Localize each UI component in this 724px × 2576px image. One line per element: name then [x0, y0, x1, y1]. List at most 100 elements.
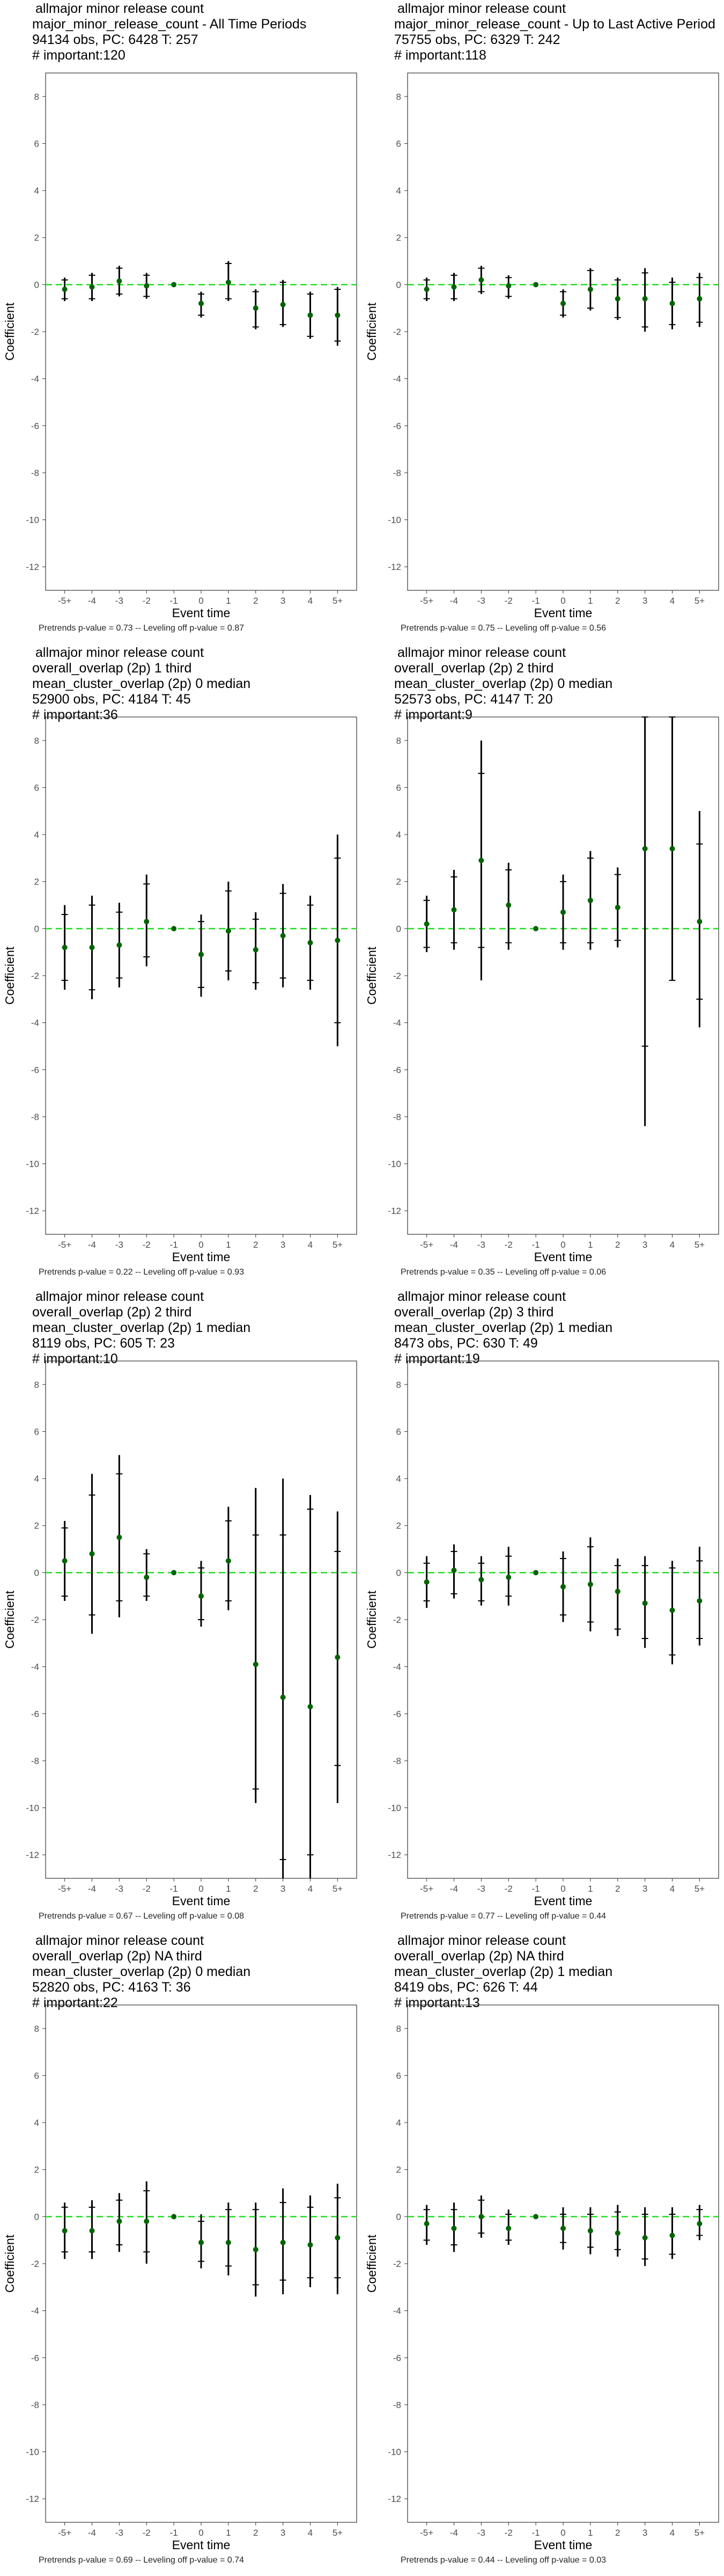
- y-tick-label: -12: [388, 1206, 401, 1216]
- coefficient-point: [478, 277, 484, 283]
- coefficient-point: [171, 282, 177, 288]
- x-tick-label: 0: [560, 596, 565, 606]
- y-tick-label: 6: [396, 782, 401, 793]
- chart-title-line: major_minor_release_count - Up to Last A…: [394, 17, 715, 32]
- x-tick-label: 2: [253, 1884, 258, 1894]
- y-tick-label: 8: [34, 1380, 39, 1390]
- y-tick-label: -12: [388, 1850, 401, 1860]
- x-tick-label: -2: [143, 1240, 151, 1250]
- coefficient-point: [533, 282, 539, 288]
- coefficient-point: [62, 945, 68, 950]
- x-tick-label: 3: [642, 1884, 647, 1894]
- y-tick-label: -4: [393, 2306, 401, 2316]
- coefficient-point: [697, 296, 703, 302]
- coefficient-point: [451, 284, 457, 290]
- y-tick-label: 6: [34, 2070, 39, 2081]
- y-tick-label: 4: [34, 186, 39, 196]
- y-tick-label: 6: [396, 138, 401, 149]
- coefficient-point: [89, 2228, 95, 2234]
- coefficient-point: [280, 933, 286, 939]
- x-axis-title: Event time: [172, 1894, 231, 1908]
- x-tick-label: -2: [505, 596, 513, 606]
- x-tick-label: -2: [143, 596, 151, 606]
- coefficient-point: [615, 296, 620, 302]
- y-tick-label: -2: [31, 971, 39, 981]
- y-tick-label: -4: [393, 1018, 401, 1028]
- y-tick-label: 0: [396, 2212, 401, 2222]
- y-tick-label: -2: [393, 1615, 401, 1625]
- chart-title-line: # important:120: [32, 48, 125, 63]
- y-tick-label: -12: [26, 1850, 39, 1860]
- chart-title-line: allmajor minor release count: [397, 1289, 566, 1304]
- y-tick-label: -4: [31, 2306, 39, 2316]
- x-tick-label: -2: [505, 1884, 513, 1894]
- coefficient-point: [506, 902, 512, 908]
- chart-title-line: # important:36: [32, 707, 118, 722]
- x-tick-label: 0: [560, 2528, 565, 2538]
- x-tick-label: -1: [532, 1884, 540, 1894]
- y-tick-label: 8: [34, 736, 39, 746]
- y-tick-label: -4: [393, 374, 401, 384]
- coefficient-point: [506, 1575, 512, 1580]
- coefficient-point: [478, 2214, 484, 2220]
- coefficient-point: [587, 2228, 593, 2234]
- chart-title: allmajor minor release count overall_over…: [32, 645, 250, 723]
- chart-panel: allmajor minor release count major_minor_…: [362, 0, 724, 644]
- x-tick-label: 2: [253, 596, 258, 606]
- coefficient-point: [335, 1655, 341, 1660]
- coefficient-point: [335, 2235, 341, 2241]
- y-tick-label: 2: [34, 877, 39, 887]
- coefficient-point: [478, 858, 484, 863]
- coefficient-point: [225, 1558, 231, 1564]
- coefficient-point: [225, 2240, 231, 2245]
- coefficient-point: [506, 283, 512, 289]
- coefficient-point: [280, 302, 286, 308]
- chart-title-line: allmajor minor release count: [35, 645, 204, 660]
- x-tick-label: 2: [253, 2528, 258, 2538]
- y-tick-label: -10: [26, 515, 39, 525]
- coefficient-point: [62, 2228, 68, 2234]
- x-tick-label: 3: [280, 2528, 285, 2538]
- y-tick-label: -6: [31, 2353, 39, 2363]
- chart-title: allmajor minor release count overall_over…: [32, 1933, 250, 2011]
- x-tick-label: 1: [226, 596, 231, 606]
- y-tick-label: 6: [396, 2070, 401, 2081]
- coefficient-point: [642, 846, 648, 852]
- y-tick-label: -8: [31, 2400, 39, 2410]
- y-tick-label: -6: [31, 1065, 39, 1075]
- coefficient-point: [198, 301, 204, 306]
- chart-title-line: allmajor minor release count: [35, 1, 204, 16]
- coefficient-point: [89, 945, 95, 950]
- x-tick-label: 0: [198, 596, 203, 606]
- y-tick-label: -12: [26, 1206, 39, 1216]
- coefficient-point: [116, 278, 122, 284]
- chart-title-line: overall_overlap (2p) NA third: [32, 1949, 202, 1964]
- y-axis-title: Coefficient: [365, 2234, 379, 2293]
- y-tick-label: 8: [396, 92, 401, 102]
- x-tick-label: 2: [615, 2528, 620, 2538]
- x-tick-label: -3: [477, 2528, 485, 2538]
- coefficient-point: [697, 1598, 703, 1604]
- chart-title-line: major_minor_release_count - All Time Per…: [32, 17, 307, 32]
- y-tick-label: 2: [396, 2165, 401, 2175]
- x-tick-label: 2: [615, 596, 620, 606]
- coefficient-point: [642, 296, 648, 302]
- coefficient-point: [615, 2230, 620, 2236]
- chart-title-line: overall_overlap (2p) NA third: [394, 1949, 564, 1964]
- x-tick-label: -1: [170, 596, 178, 606]
- y-tick-label: -2: [393, 971, 401, 981]
- y-tick-label: 4: [396, 186, 401, 196]
- x-tick-label: -5+: [58, 1884, 71, 1894]
- chart-title-line: overall_overlap (2p) 2 third: [394, 661, 554, 676]
- x-tick-label: -3: [115, 1884, 123, 1894]
- y-tick-label: -10: [388, 1159, 401, 1169]
- y-tick-label: -4: [31, 1018, 39, 1028]
- x-tick-label: 1: [588, 1240, 593, 1250]
- coefficient-point: [424, 287, 430, 292]
- y-tick-label: 4: [396, 1474, 401, 1484]
- x-tick-label: 4: [308, 1884, 313, 1894]
- x-tick-label: 3: [280, 1884, 285, 1894]
